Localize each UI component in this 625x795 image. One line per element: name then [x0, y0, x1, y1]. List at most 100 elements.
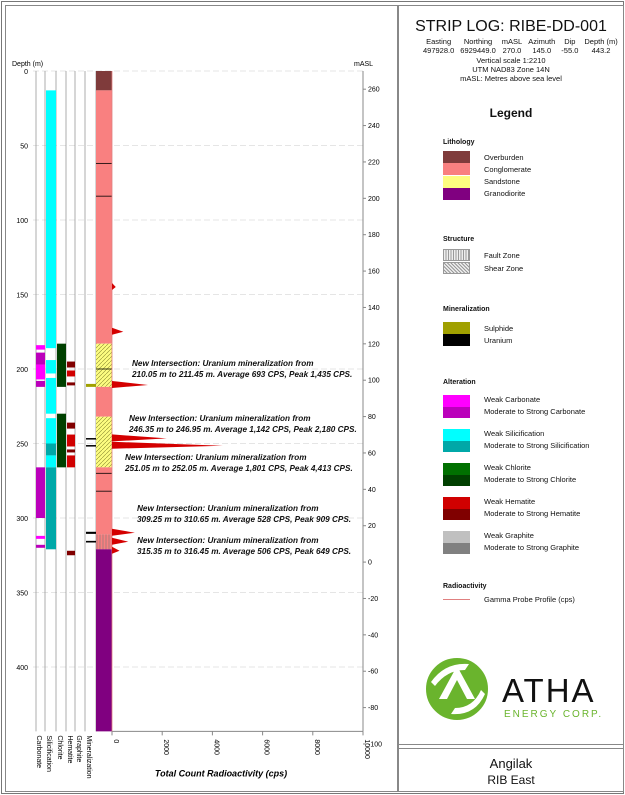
masl-tick-label: 200	[368, 196, 380, 203]
depth-tick-label: 200	[16, 367, 28, 374]
masl-tick-label: 100	[368, 378, 380, 385]
masl-tick-label: 20	[368, 523, 376, 530]
legend-swatch-strong	[443, 440, 470, 452]
chlorite-interval	[57, 413, 66, 468]
carbonate-interval	[36, 345, 45, 350]
hematite-interval	[67, 434, 75, 447]
column-label: Carbonate	[35, 735, 42, 768]
legend-swatch-weak	[443, 531, 470, 543]
legend-alteration-group: Weak Silicification Moderate to Strong Si…	[443, 429, 589, 452]
logo-tagline: ENERGY CORP.	[504, 709, 603, 720]
cps-tick-label: 6000	[263, 739, 270, 755]
depth-tick-label: 150	[16, 293, 28, 300]
column-label: Mineralization	[85, 735, 92, 778]
depth-tick-label: 50	[20, 144, 28, 151]
atha-logo: ATHA ENERGY CORP.	[424, 656, 603, 722]
legend-alteration-group: Weak Hematite Moderate to Strong Hematite	[443, 497, 580, 520]
masl-axis-label: mASL	[354, 61, 373, 68]
gamma-peak	[112, 546, 120, 554]
chlorite-interval	[57, 343, 66, 387]
masl-tick-label: 40	[368, 487, 376, 494]
masl-tick-label: 180	[368, 232, 380, 239]
lithology-interval	[96, 416, 112, 468]
annotation-line: 309.25 m to 310.65 m. Average 528 CPS, P…	[137, 515, 352, 524]
param-label: mASL	[501, 37, 523, 46]
legend-swatch-strong	[443, 474, 470, 486]
project-name: Angilak	[489, 756, 533, 771]
legend-section-title: Radioactivity	[443, 583, 487, 590]
legend-label: Granodiorite	[484, 189, 526, 199]
param-value: 6929449.0	[460, 46, 496, 55]
legend-swatch-weak	[443, 497, 470, 509]
param-value: 497928.0	[423, 46, 455, 55]
annotation-line: 251.05 m to 252.05 m. Average 1,801 CPS,…	[125, 464, 353, 473]
collar-param: Depth (m) 443.2	[584, 37, 617, 55]
depth-tick-label: 300	[16, 516, 28, 523]
param-label: Northing	[463, 37, 493, 46]
param-value: -55.0	[561, 46, 579, 55]
param-value: 443.2	[591, 46, 611, 55]
column-label: Chlorite	[56, 735, 63, 759]
annotation-line: 246.35 m to 246.95 m. Average 1,142 CPS,…	[129, 425, 357, 434]
column-label: Graphite	[75, 735, 82, 762]
depth-tick-label: 400	[16, 665, 28, 672]
carbonate-interval	[36, 535, 45, 539]
legend-swatch	[443, 334, 470, 347]
legend-item: Granodiorite	[443, 187, 526, 200]
intersection-annotation: New Intersection: Uranium mineralization…	[129, 413, 357, 435]
collar-param: mASL 270.0	[502, 37, 522, 55]
legend-item: Overburden	[443, 151, 524, 163]
legend-label: Uranium	[484, 335, 513, 345]
legend-item: Fault Zone	[443, 249, 520, 261]
legend-swatch-strong	[443, 406, 470, 418]
legend-title: Legend	[489, 106, 533, 120]
lithology-interval	[96, 71, 112, 91]
hematite-interval	[67, 455, 75, 468]
legend-label: Weak Carbonate	[484, 395, 541, 404]
intersection-annotation: New Intersection: Uranium mineralization…	[132, 358, 352, 380]
legend-swatch-strong	[443, 542, 470, 554]
legend-label: Weak Hematite	[484, 497, 536, 506]
legend-label: Moderate to Strong Chlorite	[484, 475, 577, 484]
depth-tick-label: 100	[16, 218, 28, 225]
masl-tick-label: 260	[368, 87, 380, 94]
annotation-line: New Intersection: Uranium mineralization…	[125, 453, 307, 462]
mineralization-interval	[86, 383, 96, 387]
gamma-peak	[112, 528, 135, 536]
depth-axis-label: Depth (m)	[12, 61, 43, 68]
carbonate-interval	[36, 467, 45, 518]
masl-tick-label: 220	[368, 159, 380, 166]
depth-tick-label: 350	[16, 591, 28, 598]
legend-swatch-weak	[443, 395, 470, 407]
hematite-interval	[67, 370, 75, 377]
legend-alteration-group: Weak Graphite Moderate to Strong Graphite	[443, 531, 579, 554]
gamma-peak	[112, 283, 116, 291]
column-label: Silicification	[45, 735, 52, 772]
legend-section-title: Alteration	[443, 379, 476, 386]
collar-param: Northing 6929449.0	[460, 37, 495, 55]
fault-zone	[96, 534, 112, 550]
cps-tick-label: 8000	[313, 739, 320, 755]
legend-swatch	[443, 175, 470, 188]
silicification-interval	[46, 418, 56, 444]
vertical-scale: Vertical scale 1:2210	[476, 56, 546, 65]
masl-tick-label: 80	[368, 414, 376, 421]
masl-tick-label: -100	[368, 741, 382, 748]
silicification-interval	[46, 377, 56, 414]
annotation-line: New Intersection: Uranium mineralization…	[137, 536, 319, 545]
legend-label: Moderate to Strong Silicification	[484, 441, 590, 450]
hematite-interval	[67, 550, 75, 556]
legend-swatch	[443, 262, 470, 274]
masl-tick-label: 140	[368, 305, 380, 312]
legend-swatch-weak	[443, 429, 470, 441]
legend-label: Weak Silicification	[484, 429, 545, 438]
legend-label: Fault Zone	[484, 250, 520, 260]
datum: UTM NAD83 Zone 14N	[472, 65, 550, 74]
masl-tick-label: -60	[368, 669, 378, 676]
intersection-annotation: New Intersection: Uranium mineralization…	[137, 503, 351, 525]
hematite-interval	[67, 361, 75, 368]
legend-label: Moderate to Strong Graphite	[484, 543, 580, 552]
param-label: Dip	[564, 37, 576, 46]
logo-name: ATHA	[502, 672, 596, 709]
